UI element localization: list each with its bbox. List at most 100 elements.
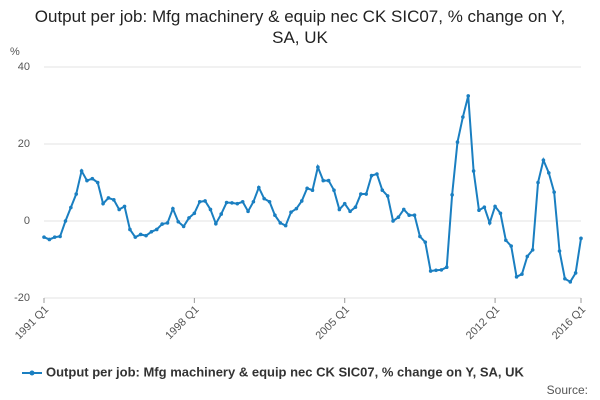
point (439, 268, 444, 272)
point (455, 140, 460, 144)
point (85, 178, 89, 183)
point (337, 207, 342, 212)
point (391, 219, 395, 223)
point (541, 158, 546, 162)
point (477, 208, 481, 213)
point (482, 205, 487, 209)
y-axis-label: % (10, 46, 20, 58)
point (487, 221, 492, 225)
point (224, 200, 229, 205)
point (251, 199, 256, 204)
point (461, 115, 465, 119)
point (348, 209, 352, 214)
point (138, 232, 143, 237)
point (106, 196, 111, 200)
point (69, 205, 73, 210)
point (240, 199, 245, 204)
point (375, 172, 379, 176)
point (176, 219, 181, 224)
point (278, 221, 283, 225)
point (380, 188, 385, 192)
point (79, 169, 84, 173)
point (257, 185, 261, 190)
x-tick-label: 1998 Q1 (163, 304, 201, 342)
point (289, 210, 293, 214)
point (396, 215, 401, 219)
point (95, 180, 100, 185)
x-tick-label: 2012 Q1 (464, 304, 502, 342)
point (450, 193, 454, 197)
chart-title: Output per job: Mfg machinery & equip ne… (34, 7, 566, 47)
point (353, 205, 358, 209)
point (208, 207, 213, 212)
point (563, 276, 567, 281)
point (47, 237, 52, 242)
y-tick-label: 40 (18, 61, 30, 73)
point (568, 280, 573, 284)
point (112, 198, 116, 202)
point (434, 268, 438, 273)
point (310, 188, 315, 192)
point (197, 199, 202, 204)
point (101, 201, 105, 206)
point (514, 275, 519, 279)
point (214, 221, 218, 226)
point (273, 213, 277, 218)
y-tick-label: 0 (24, 215, 30, 227)
x-tick-label: 1991 Q1 (13, 304, 51, 342)
point (192, 211, 197, 216)
legend-marker (29, 370, 35, 376)
point (63, 219, 68, 223)
point (509, 244, 513, 248)
point (117, 207, 121, 212)
point (573, 271, 578, 275)
point (546, 171, 551, 175)
point (74, 192, 79, 196)
point (128, 227, 132, 232)
point (181, 224, 186, 229)
point (369, 173, 374, 178)
point (219, 212, 224, 216)
y-tick-label: 20 (18, 138, 30, 150)
point (471, 169, 476, 173)
point (294, 206, 299, 211)
point (342, 201, 347, 206)
point (530, 248, 535, 252)
point (42, 235, 46, 239)
point (536, 180, 540, 185)
point (423, 240, 428, 244)
point (428, 269, 433, 273)
x-tick-label: 2005 Q1 (314, 304, 352, 342)
point (203, 199, 207, 203)
y-tick-label: -20 (14, 292, 30, 304)
point (326, 178, 331, 183)
point (316, 165, 320, 169)
point (154, 227, 159, 232)
point (246, 209, 250, 214)
point (493, 204, 497, 209)
point (557, 249, 562, 253)
point (299, 199, 304, 203)
point (230, 201, 234, 205)
point (412, 213, 417, 218)
point (52, 235, 57, 239)
point (364, 192, 369, 196)
point (418, 234, 422, 239)
point (525, 254, 530, 259)
point (144, 233, 148, 238)
source: Source: (547, 383, 588, 397)
point (385, 194, 390, 198)
point (122, 204, 127, 209)
point (165, 221, 170, 225)
x-tick-label: 2016 Q1 (550, 304, 588, 342)
point (552, 190, 556, 194)
point (262, 196, 266, 201)
point (58, 234, 62, 239)
point (90, 176, 95, 181)
point (520, 272, 524, 276)
point (444, 265, 449, 270)
point (579, 236, 583, 241)
legend-label: Output per job: Mfg machinery & equip ne… (46, 364, 525, 379)
